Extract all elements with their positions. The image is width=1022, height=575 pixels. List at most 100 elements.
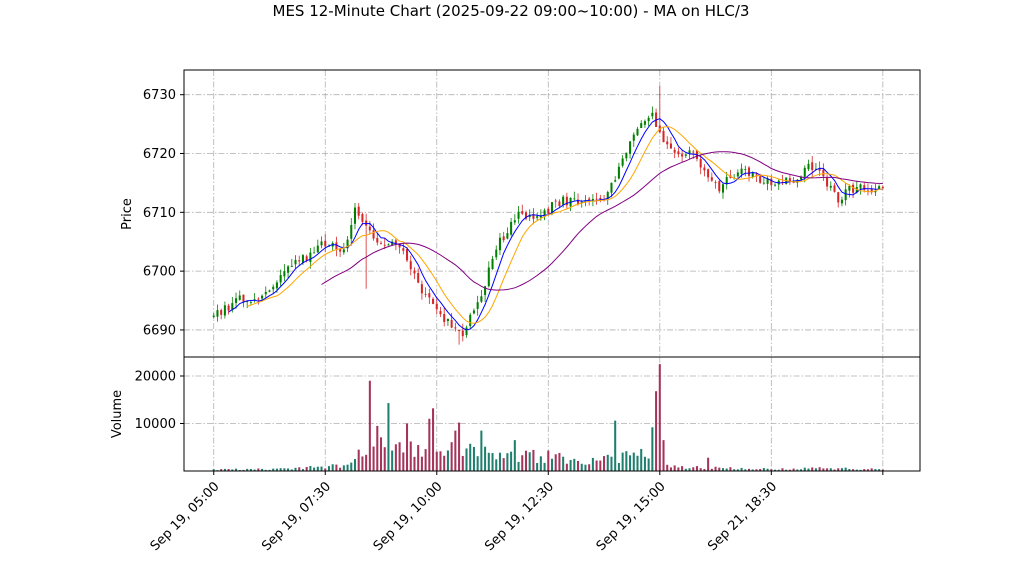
volume-bar	[603, 456, 606, 471]
chart-title: MES 12-Minute Chart (2025-09-22 09:00~10…	[273, 2, 750, 20]
volume-bar	[268, 469, 271, 471]
candle-body	[640, 123, 643, 129]
volume-bar	[257, 468, 260, 471]
candle-body	[550, 202, 554, 214]
volume-bar	[852, 469, 855, 471]
candle-body	[565, 196, 568, 206]
volume-bar	[718, 467, 721, 471]
volume-panel: 10000 20000 Volume	[110, 356, 921, 472]
candle-body	[290, 265, 293, 267]
candle-body	[800, 176, 803, 180]
volume-bar	[669, 467, 672, 471]
candle-body	[376, 238, 379, 243]
volume-bar	[736, 469, 739, 471]
volume-bar	[714, 466, 717, 471]
candle-body	[547, 208, 550, 214]
volume-bar	[636, 455, 639, 471]
volume-bar	[432, 408, 435, 471]
volume-bar	[532, 449, 535, 471]
volume-bar	[539, 456, 542, 471]
candle-body	[673, 149, 676, 153]
candle-body	[272, 286, 275, 290]
candle-body	[866, 190, 869, 192]
candle-body	[766, 178, 769, 184]
volume-bar	[454, 430, 457, 471]
candle-body	[305, 256, 308, 261]
candle-body	[558, 201, 561, 207]
candle-body	[342, 249, 345, 253]
volume-bar	[781, 468, 784, 471]
candle-body	[458, 330, 461, 332]
volume-bar	[298, 467, 301, 471]
x-tick-label: Sep 19, 10:00	[371, 479, 446, 554]
candle-body	[718, 181, 721, 192]
volume-bars	[212, 364, 884, 471]
candle-body	[298, 260, 301, 262]
candle-body	[432, 298, 435, 304]
volume-bar	[881, 469, 884, 471]
candle-body	[662, 130, 665, 143]
candle-body	[428, 293, 431, 298]
candle-body	[725, 177, 728, 185]
candle-body	[881, 186, 884, 189]
volume-bar	[721, 468, 725, 471]
candle-body	[335, 242, 338, 250]
volume-bar	[357, 449, 360, 471]
volume-bar	[424, 449, 427, 471]
price-y-ticks: 6690 6700 6710 6720 6730	[143, 88, 184, 338]
candle-body	[788, 178, 791, 182]
candle-body	[740, 168, 743, 174]
volume-bar	[640, 448, 643, 471]
volume-bar	[394, 444, 397, 471]
volume-tick-label: 10000	[135, 417, 176, 432]
volume-bar	[811, 467, 814, 471]
volume-bar	[249, 469, 252, 471]
volume-bar	[320, 466, 323, 471]
candle-body	[755, 174, 758, 176]
volume-bar	[472, 446, 475, 471]
volume-bar	[729, 467, 732, 471]
volume-bar	[521, 455, 524, 471]
volume-bar	[547, 450, 550, 471]
volume-bar	[632, 452, 635, 471]
candle-body	[443, 313, 446, 322]
candle-body	[543, 210, 546, 217]
volume-bar	[747, 468, 751, 471]
volume-bar	[450, 442, 453, 471]
candle-body	[829, 185, 832, 188]
candle-body	[435, 303, 438, 310]
candle-body	[647, 117, 650, 122]
candle-body	[837, 192, 840, 203]
candle-body	[216, 310, 219, 317]
volume-bar	[751, 469, 754, 471]
volume-bar	[279, 468, 282, 471]
candle-body	[528, 214, 531, 218]
candle-body	[491, 258, 494, 270]
candle-body	[235, 298, 238, 303]
volume-bar	[755, 469, 758, 471]
volume-bar	[591, 457, 594, 471]
candle-body	[368, 226, 371, 231]
candle-body	[446, 318, 449, 322]
x-tick-label: Sep 19, 05:00	[148, 479, 223, 554]
volume-bar	[569, 460, 572, 471]
volume-bar	[350, 462, 353, 471]
volume-bar	[565, 463, 568, 471]
volume-bar	[770, 469, 773, 471]
candle-body	[811, 162, 814, 170]
volume-bar	[223, 468, 226, 471]
moving-average-line	[321, 151, 883, 291]
price-grid	[184, 70, 920, 357]
candle-body	[692, 151, 695, 153]
moving-average-line	[247, 126, 883, 324]
candle-body	[747, 167, 751, 176]
volume-bar	[365, 454, 368, 471]
candle-body	[417, 273, 420, 283]
candle-body	[536, 216, 539, 218]
candle-body	[874, 190, 877, 193]
candle-body	[807, 163, 810, 170]
volume-bar	[402, 452, 405, 471]
volume-bar	[829, 468, 832, 471]
volume-bar	[878, 469, 881, 471]
